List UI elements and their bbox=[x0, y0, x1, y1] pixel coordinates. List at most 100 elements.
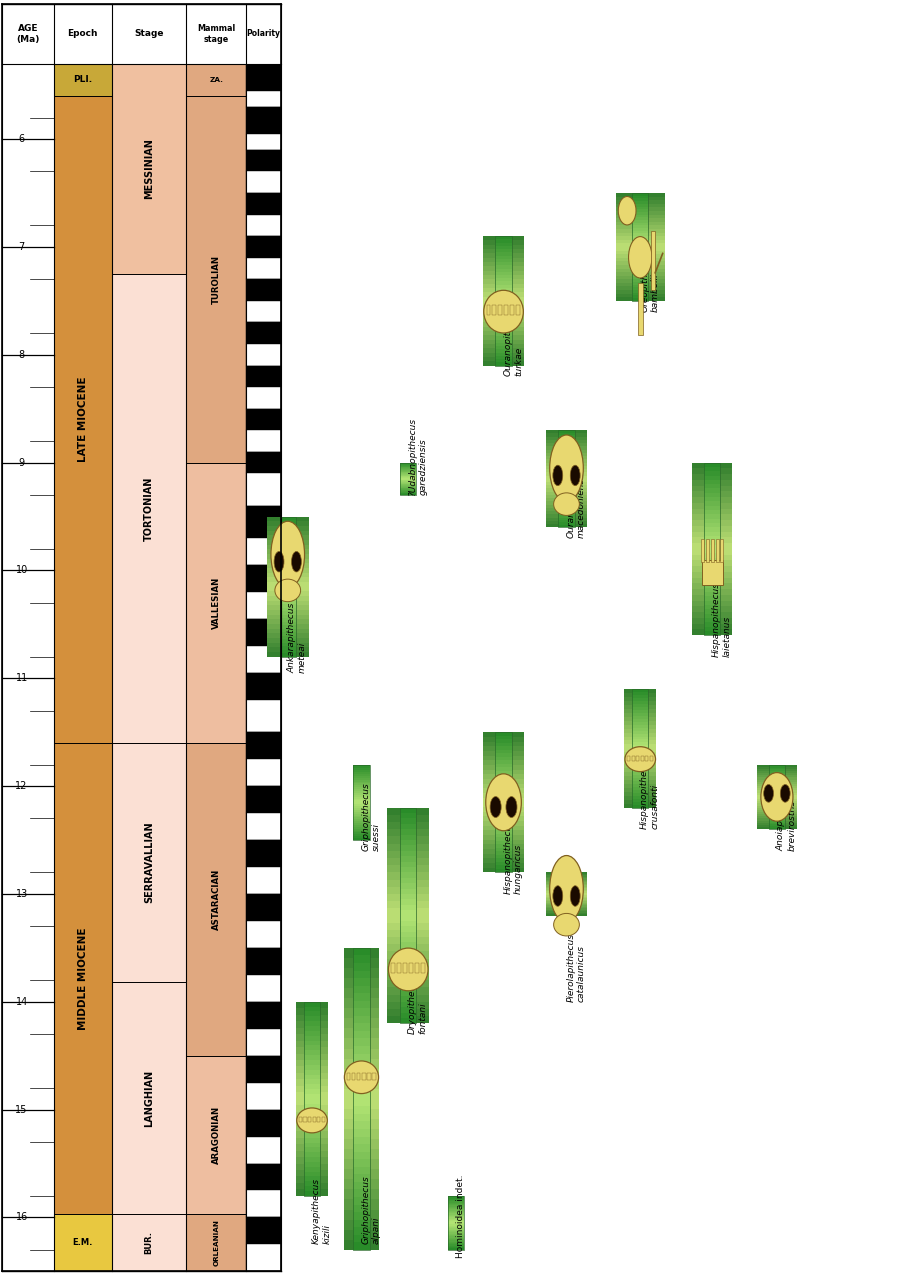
Bar bbox=[400, 851, 416, 856]
Text: TUROLIAN: TUROLIAN bbox=[212, 255, 221, 303]
Bar bbox=[487, 306, 490, 315]
Bar bbox=[757, 795, 796, 797]
Bar bbox=[279, 646, 296, 650]
Bar bbox=[483, 348, 524, 353]
Bar bbox=[769, 823, 785, 824]
Bar bbox=[343, 1108, 379, 1119]
Bar bbox=[296, 1144, 328, 1151]
Bar bbox=[483, 774, 524, 780]
Ellipse shape bbox=[570, 465, 580, 485]
Bar bbox=[546, 521, 587, 525]
Bar bbox=[633, 701, 649, 704]
Bar bbox=[400, 969, 416, 975]
Bar bbox=[304, 1128, 320, 1133]
Bar bbox=[715, 539, 719, 562]
Bar bbox=[267, 526, 308, 531]
Bar bbox=[112, 982, 187, 1215]
Bar bbox=[353, 764, 369, 767]
Bar bbox=[559, 433, 575, 435]
Bar bbox=[633, 769, 649, 772]
Bar bbox=[400, 942, 416, 948]
Bar bbox=[633, 247, 649, 250]
Bar bbox=[624, 709, 656, 713]
Bar bbox=[633, 754, 649, 758]
Bar bbox=[397, 964, 401, 973]
Bar bbox=[304, 1138, 320, 1143]
Bar bbox=[353, 1204, 369, 1212]
Bar bbox=[304, 1060, 320, 1065]
Bar bbox=[279, 600, 296, 604]
Bar bbox=[267, 648, 308, 652]
Bar bbox=[627, 755, 630, 762]
Bar bbox=[246, 1137, 280, 1164]
Bar bbox=[633, 736, 649, 740]
Bar bbox=[769, 813, 785, 815]
Bar bbox=[496, 851, 512, 855]
Bar bbox=[493, 306, 496, 315]
Bar bbox=[692, 508, 732, 515]
Bar bbox=[559, 476, 575, 479]
Bar bbox=[633, 204, 649, 206]
Text: 6: 6 bbox=[19, 134, 24, 145]
Bar bbox=[353, 1061, 369, 1069]
Bar bbox=[279, 556, 296, 558]
Bar bbox=[448, 1212, 464, 1213]
Bar bbox=[353, 827, 369, 829]
Bar bbox=[624, 776, 656, 780]
Bar bbox=[353, 786, 369, 787]
Bar bbox=[769, 764, 785, 829]
Bar bbox=[704, 622, 720, 627]
Bar bbox=[496, 813, 512, 817]
Bar bbox=[387, 836, 429, 844]
Bar bbox=[343, 1189, 379, 1199]
Bar bbox=[448, 1233, 464, 1234]
Bar bbox=[559, 498, 575, 500]
Bar bbox=[633, 215, 649, 218]
Bar bbox=[496, 833, 512, 837]
Bar bbox=[633, 689, 649, 692]
Bar bbox=[559, 500, 575, 503]
Bar bbox=[448, 1213, 464, 1215]
Bar bbox=[483, 335, 524, 339]
Bar bbox=[353, 948, 369, 1249]
Bar bbox=[400, 910, 416, 915]
Bar bbox=[296, 1098, 328, 1106]
Bar bbox=[279, 527, 296, 531]
Bar bbox=[267, 637, 308, 643]
Bar bbox=[483, 241, 524, 244]
Text: Mammal
stage: Mammal stage bbox=[197, 24, 235, 44]
Bar bbox=[633, 742, 649, 745]
Bar bbox=[496, 291, 512, 294]
Bar bbox=[496, 259, 512, 262]
Bar bbox=[304, 1055, 320, 1060]
Bar bbox=[633, 255, 649, 257]
Bar bbox=[546, 914, 587, 915]
Bar bbox=[387, 929, 429, 937]
Bar bbox=[624, 756, 656, 760]
Bar bbox=[400, 824, 416, 829]
Bar bbox=[296, 1034, 328, 1041]
Bar bbox=[246, 673, 280, 700]
Bar bbox=[559, 465, 575, 467]
Bar bbox=[516, 306, 520, 315]
Bar bbox=[353, 767, 369, 768]
Text: AGE
(Ma): AGE (Ma) bbox=[16, 24, 40, 44]
Bar bbox=[757, 823, 796, 826]
Bar bbox=[387, 980, 429, 987]
Bar bbox=[769, 787, 785, 788]
Bar bbox=[343, 957, 379, 968]
Bar bbox=[633, 733, 649, 736]
Bar bbox=[769, 792, 785, 794]
Bar bbox=[496, 778, 512, 781]
Bar bbox=[267, 568, 308, 572]
Bar bbox=[704, 462, 720, 635]
Bar bbox=[353, 986, 369, 993]
Bar bbox=[546, 891, 587, 892]
Bar bbox=[246, 538, 280, 564]
Bar bbox=[704, 613, 720, 618]
Bar bbox=[757, 764, 796, 767]
Bar bbox=[267, 625, 308, 628]
Bar bbox=[387, 844, 429, 851]
Bar bbox=[496, 278, 512, 282]
Text: 8: 8 bbox=[19, 349, 24, 360]
